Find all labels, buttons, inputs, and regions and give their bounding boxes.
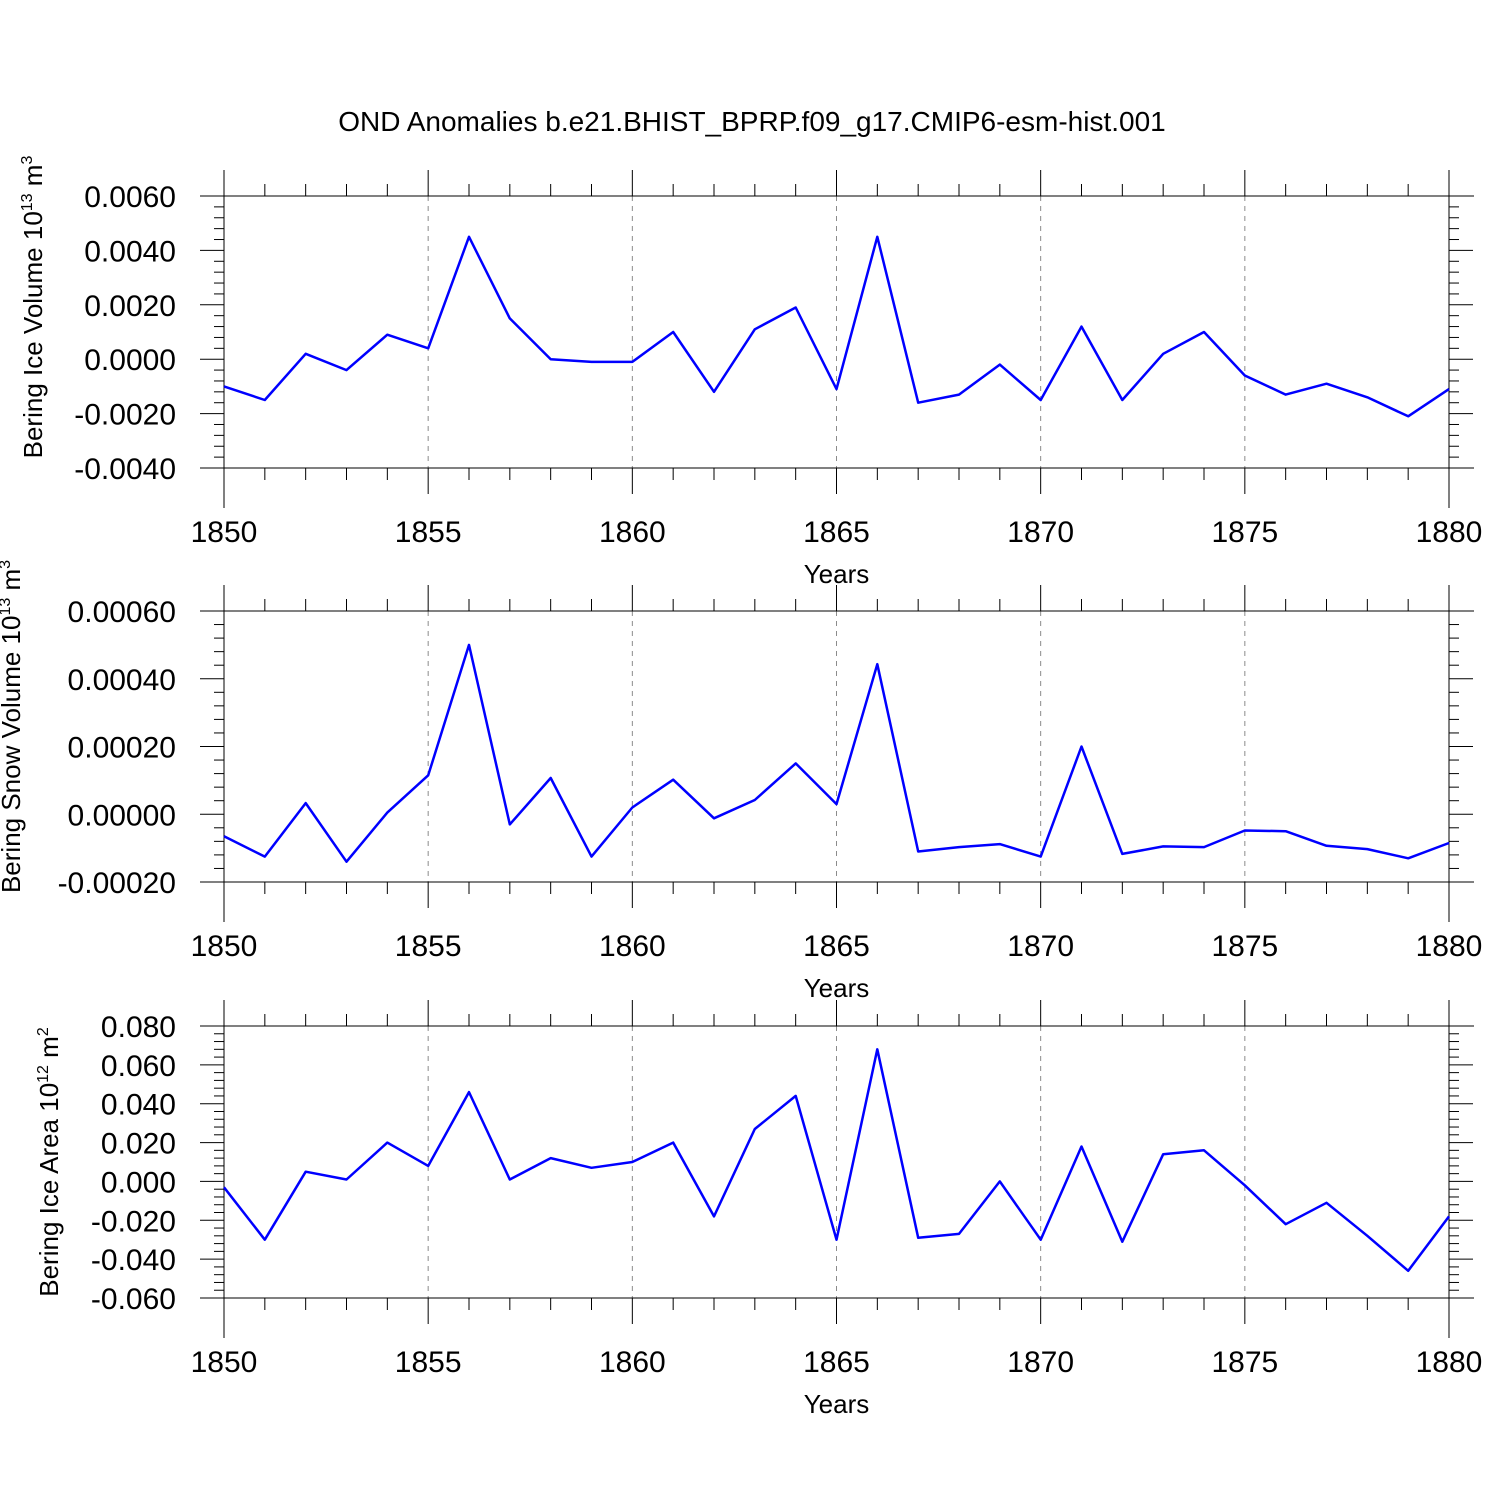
x-tick-label: 1875 bbox=[1211, 516, 1278, 549]
x-tick-label: 1870 bbox=[1007, 516, 1074, 549]
y-tick-label: 0.0020 bbox=[84, 290, 176, 323]
y-axis-title: Bering Ice Volume 1013 m3 bbox=[18, 156, 48, 459]
x-tick-label: 1870 bbox=[1007, 1346, 1074, 1379]
y-axis-title-exponent: 13 bbox=[19, 193, 36, 211]
x-tick-label: 1850 bbox=[191, 930, 258, 963]
y-tick-label: -0.020 bbox=[91, 1205, 176, 1238]
y-axis-title-unit: m bbox=[0, 569, 26, 598]
figure-title: OND Anomalies b.e21.BHIST_BPRP.f09_g17.C… bbox=[338, 106, 1165, 137]
y-tick-label: -0.0020 bbox=[74, 399, 176, 432]
y-axis-title-exponent: 13 bbox=[0, 598, 14, 616]
x-tick-label: 1860 bbox=[599, 930, 666, 963]
x-tick-label: 1860 bbox=[599, 516, 666, 549]
y-tick-label: 0.080 bbox=[101, 1011, 176, 1044]
y-tick-label: 0.040 bbox=[101, 1089, 176, 1122]
y-axis-title-unit-exponent: 2 bbox=[35, 1027, 52, 1036]
y-axis-title: Bering Ice Area 1012 m2 bbox=[34, 1027, 64, 1297]
y-tick-label: -0.0040 bbox=[74, 453, 176, 486]
y-tick-label: -0.060 bbox=[91, 1283, 176, 1316]
x-tick-label: 1860 bbox=[599, 1346, 666, 1379]
x-axis-title: Years bbox=[804, 973, 870, 1003]
y-axis-title-unit: m bbox=[18, 165, 48, 194]
x-tick-label: 1880 bbox=[1416, 516, 1483, 549]
y-axis-title: Bering Snow Volume 1013 m3 bbox=[0, 560, 26, 893]
y-axis-title-text: Bering Ice Area 10 bbox=[34, 1083, 64, 1297]
x-axis-title: Years bbox=[804, 559, 870, 589]
x-axis-title: Years bbox=[804, 1389, 870, 1419]
x-tick-label: 1870 bbox=[1007, 930, 1074, 963]
y-axis-title-text: Bering Ice Volume 10 bbox=[18, 211, 48, 458]
x-tick-label: 1875 bbox=[1211, 1346, 1278, 1379]
y-tick-label: 0.000 bbox=[101, 1166, 176, 1199]
y-tick-label: 0.00060 bbox=[68, 596, 176, 629]
x-tick-label: 1855 bbox=[395, 1346, 462, 1379]
y-tick-label: 0.00000 bbox=[68, 799, 176, 832]
x-tick-label: 1865 bbox=[803, 930, 870, 963]
y-tick-label: -0.040 bbox=[91, 1244, 176, 1277]
y-axis-title-unit-exponent: 3 bbox=[19, 156, 36, 165]
chart-panel-3: 1850 1855 1860 1865 1870 1875 1880 -0.060 -0.040… bbox=[34, 1000, 1482, 1419]
x-tick-label: 1880 bbox=[1416, 930, 1483, 963]
y-axis-title-unit-exponent: 3 bbox=[0, 560, 14, 569]
y-tick-label: 0.020 bbox=[101, 1128, 176, 1161]
chart-panel-1: 1850 1855 1860 1865 1870 1875 1880 -0.0040 -0.00… bbox=[18, 156, 1482, 589]
x-tick-label: 1865 bbox=[803, 1346, 870, 1379]
x-tick-label: 1865 bbox=[803, 516, 870, 549]
y-tick-label: 0.060 bbox=[101, 1050, 176, 1083]
y-tick-label: 0.00040 bbox=[68, 664, 176, 697]
x-tick-label: 1875 bbox=[1211, 930, 1278, 963]
x-tick-label: 1855 bbox=[395, 930, 462, 963]
y-axis-title-text: Bering Snow Volume 10 bbox=[0, 616, 26, 894]
y-axis-title-unit: m bbox=[34, 1036, 64, 1065]
chart-panel-2: 1850 1855 1860 1865 1870 1875 1880 -0.00020 0.00… bbox=[0, 560, 1482, 1003]
y-tick-label: 0.0060 bbox=[84, 181, 176, 214]
y-axis-title-exponent: 12 bbox=[35, 1065, 52, 1083]
y-tick-label: -0.00020 bbox=[58, 867, 176, 900]
x-tick-label: 1880 bbox=[1416, 1346, 1483, 1379]
x-tick-label: 1855 bbox=[395, 516, 462, 549]
x-tick-label: 1850 bbox=[191, 516, 258, 549]
y-tick-label: 0.0000 bbox=[84, 344, 176, 377]
x-tick-label: 1850 bbox=[191, 1346, 258, 1379]
y-tick-label: 0.00020 bbox=[68, 732, 176, 765]
y-tick-label: 0.0040 bbox=[84, 235, 176, 268]
